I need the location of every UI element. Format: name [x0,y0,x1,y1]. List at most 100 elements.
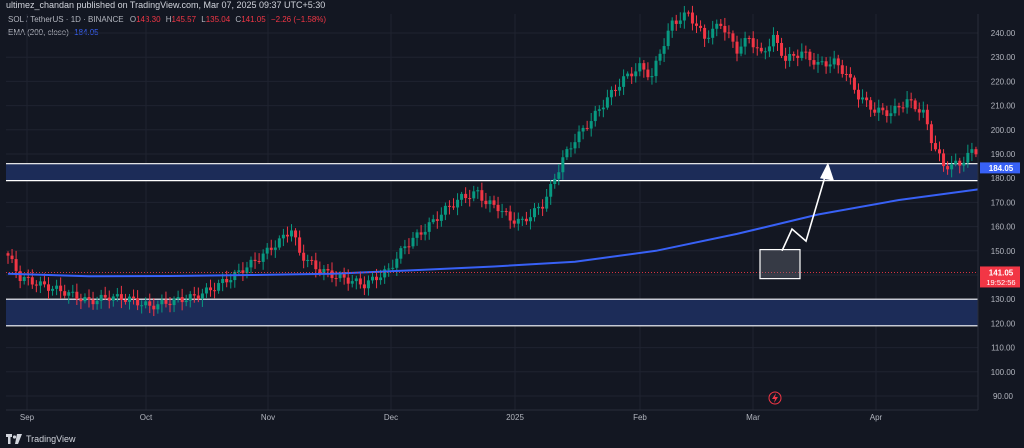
candle [245,267,249,273]
high-label: H [165,15,172,24]
symbol-legend[interactable]: SOL / TetherUS · 1D · BINANCE O143.30 H1… [8,15,326,24]
high-value: 145.57 [171,15,197,24]
candle [917,109,921,113]
candle [962,162,966,166]
candle [196,295,200,299]
candle [415,232,419,238]
candle [294,230,298,238]
time-tick-label: Mar [746,413,760,422]
candle [290,230,293,237]
footer-brand: TradingView [6,432,76,446]
candle [75,291,79,300]
candle [326,269,330,271]
candle [776,34,779,43]
price-tick-label: 100.00 [991,368,1016,377]
candle [638,63,642,72]
candle [156,304,160,310]
time-tick-label: 2025 [506,413,524,422]
candle [115,294,119,297]
ema-price-label: 184.05 [989,164,1014,173]
candle [6,253,10,256]
candle [642,63,646,70]
candle [881,107,885,111]
candle [800,51,804,59]
candle [743,38,747,47]
price-tick-label: 120.00 [991,319,1016,328]
candle [925,109,929,125]
candle [703,27,707,39]
lightning-bolt-icon [772,393,778,403]
candle [727,32,731,34]
low-value: 135.04 [205,15,231,24]
candle [229,280,233,283]
candle [524,218,528,222]
candle [22,276,26,282]
candle [970,149,974,153]
candle [30,277,34,285]
price-tick-label: 160.00 [991,223,1016,232]
candle [950,163,954,170]
candle [354,278,358,282]
candle [751,38,755,48]
candle [585,127,589,129]
candle [581,127,585,132]
candle [707,37,711,39]
price-tick-label: 220.00 [991,77,1016,86]
candle [371,276,374,281]
candle [488,200,492,205]
candle [253,259,257,261]
candle [91,299,95,305]
candle [735,41,739,54]
projection-arrow-head [820,162,834,181]
candle [857,89,860,100]
price-tick-label: 180.00 [991,174,1016,183]
candle [832,58,836,65]
candle [666,30,670,47]
candle [302,252,306,261]
candle [561,157,565,173]
candle [678,20,682,24]
candle [836,58,840,66]
candle [261,253,265,262]
candle [755,47,759,49]
candle [824,61,828,67]
candle [192,294,196,296]
candle [484,200,488,205]
candle [739,46,743,54]
candle [557,172,561,179]
candle [79,299,83,302]
candle [597,109,601,111]
price-chart[interactable]: 90.00100.00110.00120.00130.00140.00150.0… [0,0,1024,432]
candle [828,64,832,67]
candle [719,23,723,26]
candle [840,65,844,74]
candle [322,269,326,273]
candle [460,193,464,200]
candle [472,191,476,199]
candle [573,142,577,149]
candle [763,51,767,53]
last-price-label: 141.05 [989,268,1014,277]
candle [861,97,865,100]
price-tick-label: 90.00 [993,392,1014,401]
candle [812,60,816,65]
candle [435,219,439,221]
candle [893,105,897,114]
time-tick-label: Oct [140,413,153,422]
candle [221,278,225,284]
candle [897,105,901,108]
candle [646,69,650,78]
candle [119,294,123,301]
candle [128,296,131,302]
candle [901,107,905,109]
price-tick-label: 130.00 [991,295,1016,304]
candle [314,260,318,270]
candle [281,234,285,239]
lightning-event-icon [768,391,782,405]
candle [439,214,443,221]
consolidation-box [759,248,801,280]
candle [565,149,569,158]
candle [464,193,468,199]
candle [447,205,451,207]
candle [788,54,792,61]
